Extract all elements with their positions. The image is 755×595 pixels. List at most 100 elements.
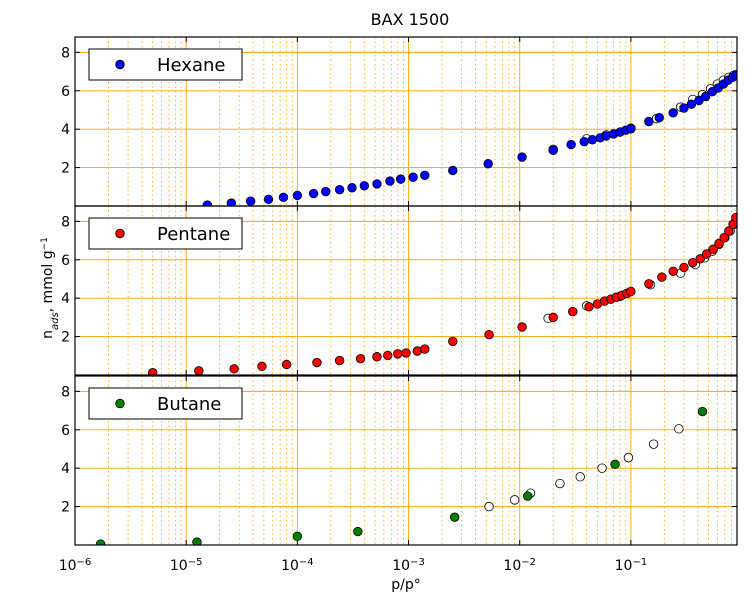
adsorption-point (587, 135, 598, 145)
legend-box (88, 48, 243, 81)
adsorption-point (401, 348, 411, 358)
series-points (202, 69, 737, 206)
adsorption-point (194, 366, 204, 375)
desorption-point (623, 452, 634, 463)
adsorption-point (719, 232, 729, 243)
adsorption-point (654, 112, 664, 123)
adsorption-point (523, 491, 533, 501)
panel-hexane: 2 4 6 8 Hexane (61, 36, 738, 207)
desorption-point (555, 478, 565, 489)
y-axis-label-exp: −1 (40, 237, 50, 250)
adsorption-point (714, 238, 724, 249)
adsorption-point (548, 145, 558, 156)
adsorption-point (688, 257, 698, 268)
adsorption-point (657, 272, 667, 282)
adsorption-point (484, 329, 494, 340)
adsorption-point (347, 183, 357, 193)
adsorption-point (383, 350, 393, 361)
adsorption-point (626, 286, 636, 297)
adsorption-point (448, 165, 458, 176)
legend-label: Butane (157, 394, 221, 415)
legend: Butane (88, 387, 243, 420)
y-tick-label: 6 (61, 84, 70, 100)
adsorption-point (626, 124, 636, 134)
adsorption-point (395, 174, 406, 184)
adsorption-point (292, 190, 303, 201)
adsorption-point (568, 306, 578, 317)
legend-label: Hexane (157, 55, 225, 76)
adsorption-point (731, 212, 737, 223)
adsorption-point (372, 352, 382, 362)
adsorption-point (517, 322, 527, 332)
adsorption-point (245, 196, 256, 206)
grid (75, 37, 737, 206)
panel-frame (74, 205, 738, 376)
adsorption-point (292, 531, 303, 542)
adsorption-point (679, 103, 689, 113)
adsorption-point (420, 344, 430, 354)
adsorption-point (408, 172, 418, 182)
x-tick-label: 10−1 (615, 557, 648, 575)
adsorption-point (192, 537, 202, 545)
adsorption-point (701, 249, 712, 259)
legend-box (88, 387, 243, 420)
chart-title: BAX 1500 (371, 10, 450, 29)
adsorption-point (278, 192, 289, 203)
y-tick-label: 2 (61, 161, 70, 177)
adsorption-point (668, 108, 678, 118)
y-tick-label: 4 (61, 122, 70, 138)
panel-frame (74, 375, 738, 546)
desorption-point (484, 501, 494, 512)
adsorption-point (334, 184, 345, 195)
y-axis-label: nads, mmol g−1 (40, 237, 61, 339)
adsorption-point (312, 357, 322, 368)
y-tick-label: 2 (61, 330, 70, 346)
adsorption-point (257, 361, 267, 372)
y-tick-label: 8 (61, 45, 70, 61)
x-tick-labels: 10−6 10−5 10−4 10−3 10−2 10−1 (59, 557, 647, 575)
adsorption-point (644, 279, 654, 289)
desorption-point (648, 439, 659, 449)
panel-butane: 2 4 6 8 Butane (61, 375, 738, 546)
adsorption-point (393, 349, 403, 359)
adsorption-point (353, 526, 363, 537)
y-tick-label: 4 (61, 291, 70, 307)
x-tick-label: 10−2 (503, 557, 536, 575)
adsorption-point (263, 194, 274, 204)
legend-marker (115, 398, 125, 409)
adsorption-point (579, 136, 589, 147)
adsorption-point (697, 406, 708, 417)
grid (75, 206, 737, 375)
adsorption-point (679, 262, 689, 273)
adsorption-point (517, 152, 527, 162)
series-points (148, 212, 737, 375)
y-tick-label: 8 (61, 214, 70, 230)
y-tick-label: 2 (61, 500, 70, 516)
panel-pentane: 2 4 6 8 Pentane (61, 205, 738, 376)
y-axis-label-unit: , mmol g (40, 250, 56, 312)
desorption-point (597, 463, 607, 473)
legend-label: Pentane (157, 224, 230, 245)
adsorption-point (695, 254, 705, 264)
legend-box (88, 217, 243, 250)
adsorption-point (724, 226, 734, 236)
y-axis-label-main: n (40, 330, 56, 339)
legend: Hexane (88, 48, 243, 81)
adsorption-point (420, 170, 430, 180)
y-tick-label: 4 (61, 461, 70, 477)
y-tick-label: 6 (61, 423, 70, 439)
adsorption-point (226, 198, 237, 206)
adsorption-point (483, 159, 493, 169)
adsorption-point (95, 539, 106, 545)
desorption-point (575, 472, 585, 482)
adsorption-point (372, 179, 382, 189)
legend-marker (115, 228, 125, 239)
x-tick-label: 10−4 (281, 557, 314, 575)
adsorption-point (385, 176, 395, 186)
adsorption-point (686, 99, 697, 109)
adsorption-point (321, 186, 331, 197)
adsorption-point (448, 336, 458, 347)
adsorption-point (281, 359, 292, 370)
adsorption-point (334, 355, 345, 366)
